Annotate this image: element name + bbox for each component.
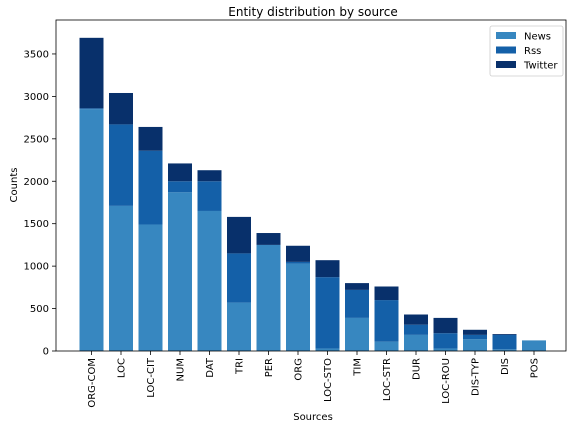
plot-frame <box>55 19 567 352</box>
bar-tim-news <box>345 317 369 351</box>
bar-loc-str-news <box>374 341 399 351</box>
y-tick-label: 2000 <box>24 177 49 188</box>
y-tick-label: 500 <box>30 304 49 315</box>
bar-dur-news <box>404 334 428 351</box>
x-tick-label: NUM <box>176 358 187 381</box>
x-tick-label: ORG-COM <box>87 358 98 408</box>
legend-swatch-twitter <box>496 61 516 68</box>
y-tick-label: 3000 <box>24 92 49 103</box>
bar-per-twitter <box>256 233 281 245</box>
x-tick-label: DIS <box>500 358 511 375</box>
y-tick-label: 1000 <box>24 262 49 273</box>
bar-num-news <box>168 192 192 351</box>
bar-org-news <box>286 263 310 351</box>
bar-loc-rou-news <box>433 348 458 351</box>
bar-dat-rss <box>197 181 222 211</box>
bar-loc-sto-twitter <box>315 260 340 278</box>
bar-dur-rss <box>404 324 428 335</box>
bar-loc-rou-twitter <box>433 317 458 334</box>
bar-loc-rou-rss <box>433 333 458 349</box>
bar-pos-news <box>522 340 546 351</box>
legend-label-twitter: Twitter <box>523 61 558 72</box>
bar-loc-str-rss <box>374 300 399 342</box>
bar-per-news <box>256 244 281 351</box>
bar-dat-twitter <box>197 170 222 182</box>
bar-loc-str-twitter <box>374 286 399 301</box>
bar-tim-twitter <box>345 283 369 290</box>
x-tick-label: DUR <box>412 358 423 380</box>
bar-org-twitter <box>286 245 310 262</box>
x-tick-label: DAT <box>205 357 216 378</box>
bar-tim-rss <box>345 289 369 318</box>
x-tick-label: TIM <box>353 358 364 377</box>
bar-org-com-twitter <box>79 37 104 109</box>
bars-group <box>79 37 546 351</box>
bar-dis-typ-twitter <box>463 329 487 335</box>
bar-org-com-news <box>79 109 104 351</box>
bar-tri-twitter <box>227 216 251 254</box>
bar-dis-rss <box>492 334 517 350</box>
bar-num-twitter <box>168 163 192 182</box>
x-tick-label: LOC-CIT <box>146 357 157 398</box>
bar-org-com-rss <box>79 108 104 110</box>
x-tick-label: ORG <box>294 358 305 381</box>
legend-label-rss: Rss <box>524 46 541 57</box>
bar-loc-cit-rss <box>138 150 163 225</box>
x-axis: ORG-COM LOC LOC-CIT NUM DAT TRI PER ORG LOC-STO T… <box>87 351 541 408</box>
y-axis-label: Counts <box>9 168 20 203</box>
bar-dur-twitter <box>404 314 428 325</box>
bar-loc-news <box>109 205 133 351</box>
y-tick-label: 3500 <box>24 49 49 60</box>
x-tick-label: TRI <box>235 358 246 375</box>
bar-tri-rss <box>227 253 251 303</box>
bar-loc-sto-news <box>315 348 340 351</box>
x-tick-label: PER <box>264 358 275 377</box>
bar-dis-typ-news <box>463 339 487 351</box>
x-axis-label: Sources <box>293 412 333 423</box>
bar-dat-news <box>197 210 222 351</box>
x-tick-label: LOC-ROU <box>441 358 452 404</box>
bar-loc-rss <box>109 124 133 206</box>
chart-title: Entity distribution by source <box>228 5 397 19</box>
legend-swatch-news <box>496 32 516 39</box>
y-tick-label: 1500 <box>24 219 49 230</box>
bar-loc-cit-twitter <box>138 126 163 151</box>
legend: News Rss Twitter <box>489 25 564 77</box>
bar-loc-twitter <box>109 92 133 125</box>
y-tick-label: 0 <box>43 347 49 358</box>
bar-loc-cit-news <box>138 224 163 351</box>
y-axis: 0 500 1000 1500 2000 2500 3000 3500 <box>24 49 56 358</box>
bar-num-rss <box>168 181 192 193</box>
x-tick-label: LOC <box>117 358 128 378</box>
bar-loc-sto-rss <box>315 277 340 349</box>
x-tick-label: LOC-STR <box>382 358 393 401</box>
y-tick-label: 2500 <box>24 134 49 145</box>
bar-org-rss <box>286 261 310 264</box>
legend-label-news: News <box>524 32 551 43</box>
bar-tri-news <box>227 302 251 351</box>
bar-dis-twitter <box>492 334 517 335</box>
legend-swatch-rss <box>496 46 516 54</box>
bar-dis-news <box>492 349 517 351</box>
x-tick-label: POS <box>530 358 541 378</box>
bar-dis-typ-rss <box>463 334 487 340</box>
x-tick-label: LOC-STO <box>323 358 334 402</box>
x-tick-label: DIS-TYP <box>471 358 482 396</box>
